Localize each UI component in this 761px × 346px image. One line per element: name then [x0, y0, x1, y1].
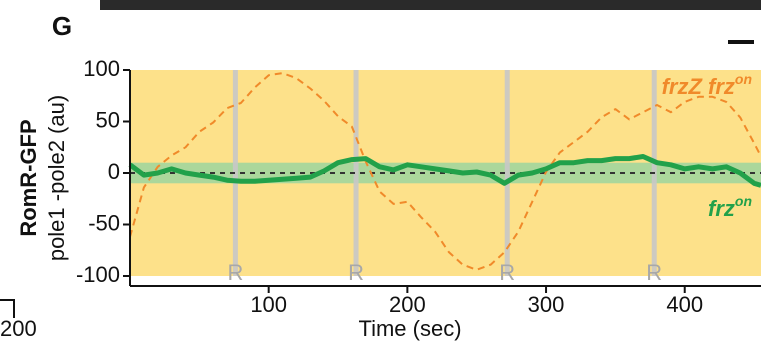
reversal-label: R	[348, 260, 364, 285]
legend-sup: on	[735, 193, 752, 209]
reversal-label: R	[499, 260, 515, 285]
x-tick-label: 300	[528, 292, 565, 317]
y-tick-label: -100	[76, 262, 120, 287]
x-tick-label: 100	[250, 292, 287, 317]
legend-name: frzZ frz	[662, 74, 735, 99]
x-tick-label: 200	[389, 292, 426, 317]
y-tick-label: 50	[96, 107, 120, 132]
side-bracket	[0, 299, 15, 318]
y-tick-label: 0	[108, 159, 120, 184]
reversal-label: R	[646, 260, 662, 285]
y-axis-title: RomR-GFP	[16, 119, 41, 236]
image-strip	[100, 0, 761, 10]
y-tick-label: 100	[83, 56, 120, 81]
panel-label: G	[52, 11, 72, 41]
x-axis-title: Time (sec)	[358, 316, 461, 341]
legend-entry: frzZ frzon	[662, 71, 752, 99]
legend-name: frz	[708, 196, 735, 221]
scale-bar	[728, 40, 754, 44]
legend-sup: on	[735, 71, 752, 87]
reversal-label: R	[227, 260, 243, 285]
legend-entry: frzon	[708, 193, 752, 221]
y-axis-subtitle: pole1 -pole2 (au)	[44, 95, 69, 261]
y-tick-label: -50	[88, 210, 120, 235]
series-line	[129, 72, 761, 271]
series-line	[128, 154, 761, 188]
side-label: 200	[0, 316, 37, 341]
x-tick-label: 400	[666, 292, 703, 317]
